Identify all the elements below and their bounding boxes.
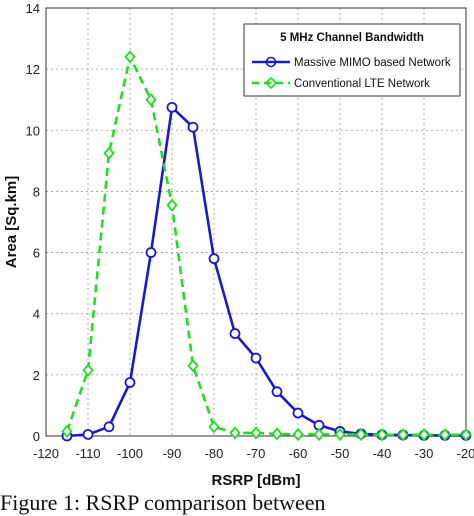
data-point <box>82 363 94 377</box>
legend: 5 MHz Channel Bandwidth Massive MIMO bas… <box>243 23 461 97</box>
data-point <box>250 426 262 440</box>
data-point <box>376 428 388 442</box>
y-tick-label: 14 <box>26 1 40 16</box>
x-tick-label: -60 <box>289 446 308 461</box>
y-axis-title: Area [Sq.km] <box>3 176 20 269</box>
x-tick-label: -100 <box>117 446 143 461</box>
data-point <box>124 377 136 388</box>
data-point <box>166 198 178 212</box>
series-2 <box>61 50 472 442</box>
x-tick-label: -80 <box>205 446 224 461</box>
y-tick-label: 6 <box>33 246 40 261</box>
data-point <box>292 407 304 419</box>
data-point <box>292 427 304 442</box>
x-tick-label: -110 <box>75 446 100 461</box>
data-point <box>145 247 157 258</box>
x-tick-label: -50 <box>331 446 350 461</box>
data-point <box>418 428 430 442</box>
data-point <box>229 426 241 440</box>
x-tick-label: -120 <box>33 446 59 461</box>
data-point <box>61 424 73 439</box>
legend-marker-lte <box>264 76 278 90</box>
x-tick-label: -90 <box>163 446 182 461</box>
data-point <box>187 359 199 373</box>
y-tick-label: 2 <box>33 368 40 383</box>
series-1 <box>61 101 472 442</box>
data-point <box>397 428 409 442</box>
legend-label-mimo: Massive MIMO based Network <box>294 57 451 69</box>
x-tick-label: -30 <box>415 446 434 461</box>
figure-caption: Figure 1: RSRP comparison between <box>0 490 326 515</box>
data-point <box>124 50 136 64</box>
data-point <box>82 429 94 440</box>
data-point <box>103 421 115 433</box>
x-tick-label: -40 <box>373 446 392 461</box>
y-tick-label: 10 <box>26 123 40 138</box>
data-point <box>439 428 451 442</box>
x-tick-label: -20 <box>457 446 474 461</box>
x-axis-title: RSRP [dBm] <box>212 472 301 489</box>
data-point <box>166 101 178 113</box>
y-tick-label: 8 <box>33 184 40 199</box>
data-point <box>145 93 157 107</box>
data-point <box>355 427 367 442</box>
data-point <box>103 146 115 160</box>
data-point <box>208 420 220 434</box>
y-tick-labels: 0 2 4 6 8 10 12 14 <box>26 1 40 444</box>
data-point <box>187 121 199 133</box>
legend-marker-mimo <box>265 56 277 68</box>
y-tick-label: 0 <box>33 429 40 444</box>
data-point <box>313 427 325 442</box>
x-tick-label: -70 <box>247 446 266 461</box>
data-point <box>208 253 220 265</box>
legend-title: 5 MHz Channel Bandwidth <box>280 32 424 44</box>
y-tick-label: 12 <box>26 62 40 77</box>
y-tick-label: 4 <box>33 307 40 322</box>
data-point <box>460 428 472 442</box>
series-layer <box>61 50 472 442</box>
data-point <box>271 386 283 398</box>
legend-label-lte: Conventional LTE Network <box>294 78 430 90</box>
data-point <box>250 352 262 364</box>
data-point <box>229 328 241 339</box>
data-point <box>271 427 283 441</box>
data-point <box>334 427 346 442</box>
series-line <box>65 55 466 437</box>
x-tick-labels: -120 -110 -100 -90 -80 -70 -60 -50 -40 -30 -20 <box>33 446 474 461</box>
